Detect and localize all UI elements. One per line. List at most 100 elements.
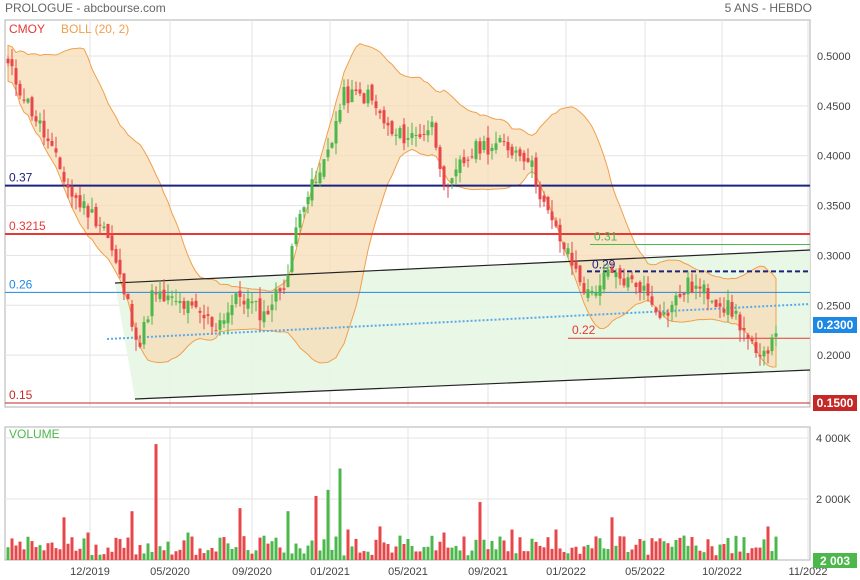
volume-bar [174, 551, 178, 560]
x-tick-label: 09/2021 [468, 566, 508, 578]
candle-body [558, 224, 562, 242]
volume-bar [670, 546, 674, 560]
volume-bar [58, 549, 62, 560]
candle [146, 315, 150, 324]
candle-body [734, 310, 738, 314]
volume-bar [726, 537, 730, 560]
candle-body [182, 300, 186, 309]
candle [590, 285, 594, 296]
candle [770, 334, 774, 356]
candle-body [302, 207, 306, 212]
candle [634, 281, 638, 295]
candle [510, 143, 514, 159]
volume-bar [762, 539, 766, 560]
volume-bar [274, 537, 278, 560]
candle-body [774, 333, 778, 337]
candle-body [658, 311, 662, 318]
candle-body [38, 120, 42, 124]
volume-bar [34, 547, 38, 560]
candle [214, 323, 218, 332]
candle-body [154, 293, 158, 295]
candle-body [286, 276, 290, 288]
candle-body [134, 327, 138, 340]
volume-bar [382, 542, 386, 560]
candle [318, 162, 322, 187]
candle [594, 285, 598, 299]
volume-bar [106, 547, 110, 560]
volume-bar [766, 526, 770, 560]
volume-bar [470, 550, 474, 560]
candle-body [562, 242, 566, 250]
candle-body [642, 285, 646, 291]
x-tick-label: 05/2022 [625, 566, 665, 578]
candle [306, 191, 310, 214]
candle-body [486, 137, 490, 155]
candle [6, 56, 10, 67]
candle [434, 121, 438, 151]
volume-bar [314, 495, 318, 560]
candle-body [590, 290, 594, 294]
volume-bar [598, 538, 602, 560]
volume-bar [266, 543, 270, 560]
candle [462, 149, 466, 167]
volume-bar [54, 548, 58, 560]
candle-body [518, 149, 522, 157]
volume-bar [22, 549, 26, 560]
volume-bar [518, 537, 522, 560]
candle-body [690, 281, 694, 293]
candle [402, 118, 406, 151]
volume-bar [722, 544, 726, 560]
candle [302, 206, 306, 219]
candle [210, 316, 214, 335]
candle-body [290, 246, 294, 272]
volume-bar [310, 540, 314, 560]
candle [62, 166, 66, 187]
candle [458, 155, 462, 183]
candle-body [646, 283, 650, 296]
candle [486, 125, 490, 165]
candle-body [526, 158, 530, 162]
candle [522, 150, 526, 171]
volume-bar [554, 529, 558, 560]
volume-bar [186, 532, 190, 560]
candle [370, 83, 374, 105]
candle-body [350, 89, 354, 103]
volume-bar [526, 551, 530, 560]
candle-body [98, 224, 102, 226]
volume-bar [630, 549, 634, 560]
candle-body [602, 272, 606, 290]
level-031-label: 0.31 [594, 229, 618, 243]
volume-bar [638, 539, 642, 560]
candle-body [758, 355, 762, 357]
candle-body [222, 320, 226, 324]
volume-bar [6, 547, 10, 560]
volume-bar [294, 543, 298, 560]
candle [750, 335, 754, 345]
candle-body [10, 59, 14, 67]
candle [394, 128, 398, 146]
volume-bar [710, 546, 714, 560]
candle [98, 216, 102, 235]
candle-body [46, 138, 50, 142]
volume-bar [578, 553, 582, 560]
volume-bar [458, 550, 462, 560]
candle [554, 217, 558, 229]
candle-body [130, 303, 134, 327]
candle-body [6, 58, 10, 64]
candle [182, 297, 186, 316]
candle [698, 278, 702, 298]
candle [322, 158, 326, 180]
candle [170, 290, 174, 306]
candle [74, 192, 78, 210]
candle-body [150, 290, 154, 317]
candle [530, 155, 534, 179]
volume-bar [494, 549, 498, 560]
candle [30, 95, 34, 121]
volume-bar [122, 547, 126, 560]
volume-bar [378, 526, 382, 560]
candle-body [418, 134, 422, 138]
channel-upper-line [114, 249, 811, 284]
y-tick-label: 0.4000 [817, 151, 851, 163]
candle [338, 103, 342, 125]
